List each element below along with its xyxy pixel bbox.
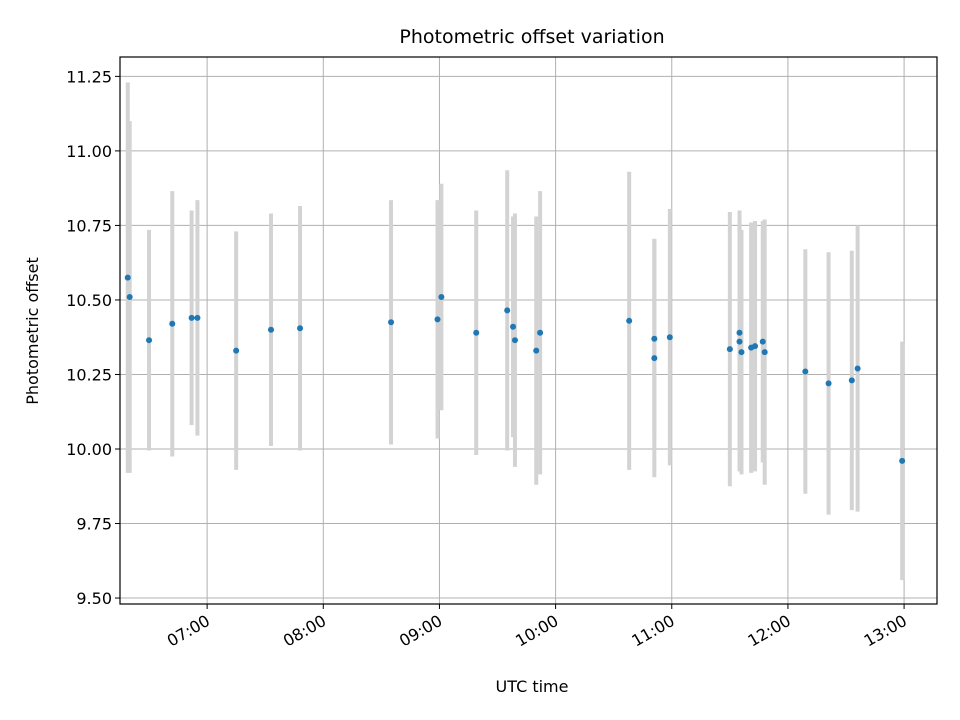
data-point: [761, 349, 768, 356]
data-point: [854, 365, 861, 372]
y-tick-label: 10.50: [66, 291, 112, 310]
data-point: [510, 323, 517, 330]
data-point: [504, 307, 511, 314]
data-point: [802, 368, 809, 375]
data-point: [297, 325, 304, 332]
data-point: [188, 314, 195, 321]
data-point: [268, 326, 275, 333]
y-tick-label: 9.75: [76, 515, 112, 534]
data-point: [738, 349, 745, 356]
data-point: [666, 334, 673, 341]
data-point: [899, 457, 906, 464]
data-point: [194, 314, 201, 321]
data-point: [126, 293, 133, 300]
data-point: [434, 316, 441, 323]
y-tick-label: 11.25: [66, 67, 112, 86]
data-point: [752, 343, 759, 350]
data-point: [736, 338, 743, 345]
data-point: [146, 337, 153, 344]
y-axis-ticks: 9.50 9.75 10.00 10.25 10.50 10.75 11.00 11.25: [66, 67, 120, 608]
data-point: [626, 317, 633, 324]
data-point: [388, 319, 395, 326]
data-point: [651, 355, 658, 362]
y-tick-label: 10.00: [66, 440, 112, 459]
y-axis-label: Photometric offset: [23, 257, 42, 405]
data-point: [726, 346, 733, 353]
plot-frame: [119, 56, 938, 605]
x-axis-label: UTC time: [496, 677, 569, 696]
data-point: [473, 329, 480, 336]
data-point: [537, 329, 544, 336]
data-point: [759, 338, 766, 345]
data-point: [848, 377, 855, 384]
data-point: [233, 347, 240, 354]
data-point: [651, 335, 658, 342]
data-point: [736, 329, 743, 336]
data-point: [533, 347, 540, 354]
y-tick-label: 11.00: [66, 142, 112, 161]
data-point: [511, 337, 518, 344]
y-tick-label: 10.25: [66, 365, 112, 384]
chart-title: Photometric offset variation: [399, 26, 664, 48]
data-point: [825, 380, 832, 387]
data-point: [124, 274, 131, 281]
data-points: [124, 274, 906, 464]
y-tick-label: 10.75: [66, 216, 112, 235]
data-point: [438, 293, 445, 300]
data-point: [169, 320, 176, 327]
y-tick-label: 9.50: [76, 589, 112, 608]
